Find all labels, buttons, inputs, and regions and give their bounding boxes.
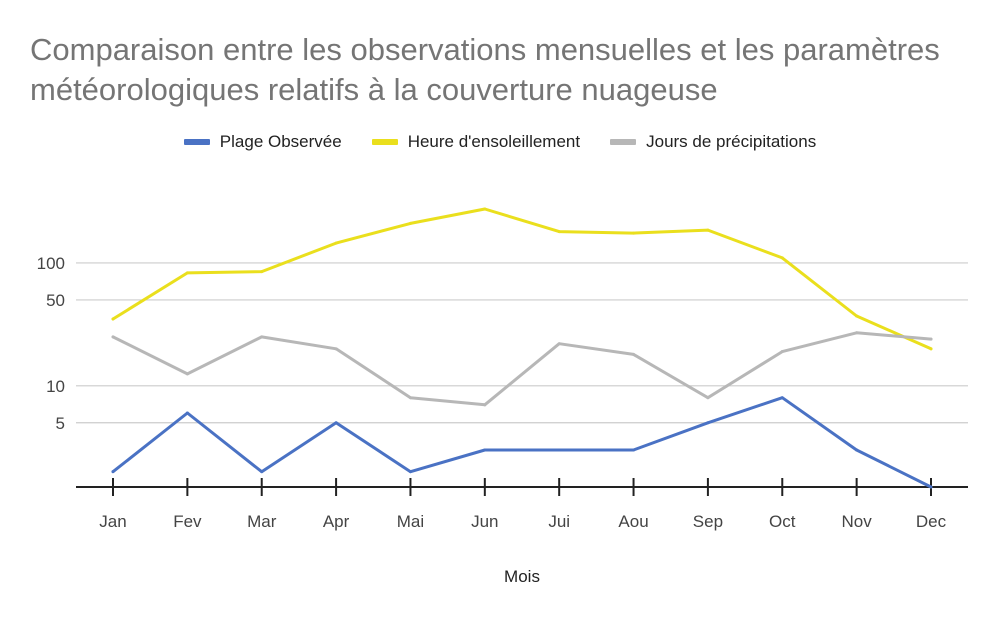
data-point-s2-1: [185, 372, 189, 376]
data-point-s1-11: [929, 347, 933, 351]
chart-title: Comparaison entre les observations mensu…: [30, 32, 940, 107]
x-tick-label: Mar: [247, 512, 277, 531]
legend-label-2: Jours de précipitations: [646, 132, 817, 151]
x-tick-label: Aou: [618, 512, 648, 531]
data-point-s0-4: [408, 470, 412, 474]
legend-label-1: Heure d'ensoleillement: [407, 132, 581, 151]
data-point-s1-7: [632, 231, 636, 235]
data-point-s1-4: [408, 221, 412, 225]
data-point-s0-0: [111, 470, 115, 474]
data-point-s2-9: [780, 350, 784, 354]
legend-item-0[interactable]: Plage Observée: [183, 132, 342, 152]
x-tick-label: Apr: [323, 512, 350, 531]
data-point-s0-5: [483, 448, 487, 452]
legend-item-1[interactable]: Heure d'ensoleillement: [371, 132, 581, 152]
y-tick-label: 100: [37, 254, 65, 273]
data-point-s2-10: [855, 331, 859, 335]
data-point-s1-10: [855, 314, 859, 318]
data-point-s1-6: [557, 230, 561, 234]
data-point-s0-9: [780, 396, 784, 400]
x-tick-label: Dec: [916, 512, 947, 531]
x-axis-title: Mois: [504, 567, 540, 586]
series-line-2: [111, 331, 933, 407]
data-point-s0-2: [260, 470, 264, 474]
data-point-s2-6: [557, 342, 561, 346]
x-tick-label: Sep: [693, 512, 723, 531]
data-point-s1-2: [260, 270, 264, 274]
legend-swatch-2: [610, 139, 637, 145]
x-tick-label: Mai: [397, 512, 424, 531]
data-point-s2-5: [483, 403, 487, 407]
x-tick-label: Fev: [173, 512, 202, 531]
data-point-s2-11: [929, 337, 933, 341]
data-point-s2-7: [632, 352, 636, 356]
y-axis-tick-labels: 5 10 50 100: [37, 254, 65, 433]
data-point-s0-3: [334, 421, 338, 425]
data-point-s0-7: [632, 448, 636, 452]
data-point-s0-1: [185, 411, 189, 415]
legend-label-0: Plage Observée: [219, 132, 342, 151]
data-point-s2-2: [260, 335, 264, 339]
legend-item-2[interactable]: Jours de précipitations: [610, 132, 816, 152]
y-tick-label: 5: [56, 414, 65, 433]
data-point-s2-3: [334, 347, 338, 351]
x-tick-label: Oct: [769, 512, 796, 531]
x-tick-label: Jun: [471, 512, 498, 531]
series-line-0: [111, 396, 933, 489]
data-point-s1-9: [780, 256, 784, 260]
data-point-s2-0: [111, 335, 115, 339]
series-lines: [111, 207, 933, 489]
data-point-s1-3: [334, 241, 338, 245]
data-point-s0-11: [929, 485, 933, 489]
data-point-s0-6: [557, 448, 561, 452]
legend: Plage Observée Heure d'ensoleillement Jo…: [0, 132, 1000, 152]
y-tick-label: 50: [46, 291, 65, 310]
series-line-1: [111, 207, 933, 351]
x-axis: Jan Fev Mar Apr Mai Jun Jui Aou Sep Oct Nov Dec: [76, 478, 968, 531]
data-point-s2-4: [408, 396, 412, 400]
data-point-s0-8: [706, 421, 710, 425]
data-point-s1-0: [111, 317, 115, 321]
data-point-s0-10: [855, 448, 859, 452]
gridlines: [76, 262, 968, 424]
data-point-s1-8: [706, 228, 710, 232]
data-point-s2-8: [706, 396, 710, 400]
y-tick-label: 10: [46, 377, 65, 396]
x-tick-label: Jui: [548, 512, 570, 531]
data-point-s1-5: [483, 207, 487, 211]
x-tick-label: Jan: [99, 512, 126, 531]
x-tick-label: Nov: [842, 512, 873, 531]
data-point-s1-1: [185, 271, 189, 275]
legend-swatch-1: [371, 139, 398, 145]
legend-swatch-0: [183, 139, 210, 145]
